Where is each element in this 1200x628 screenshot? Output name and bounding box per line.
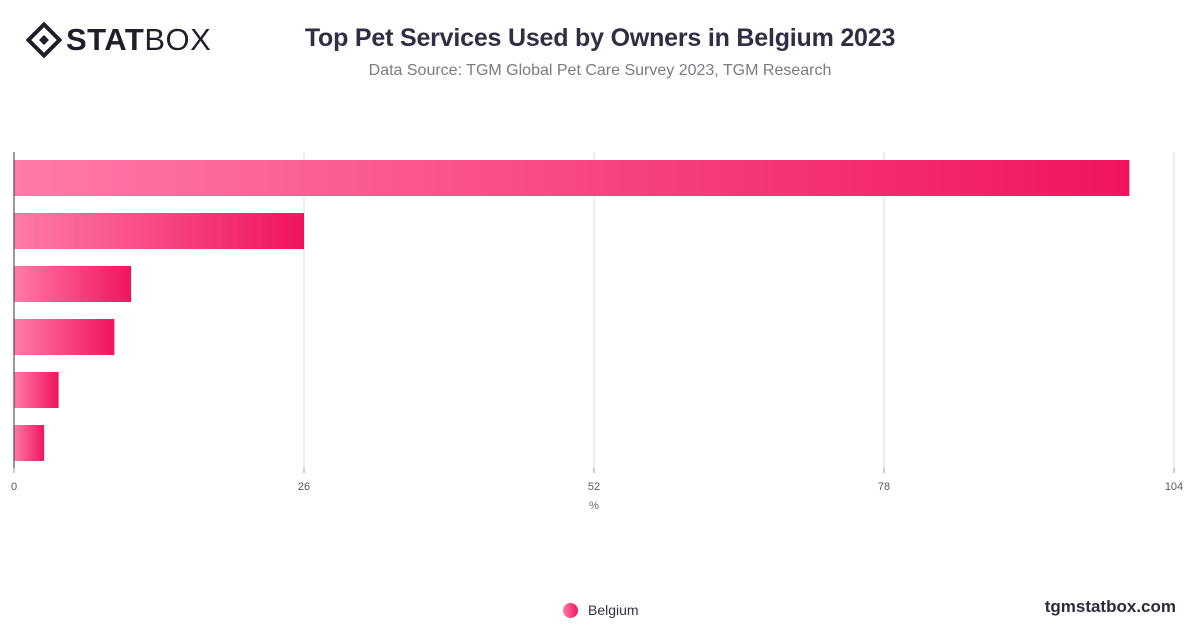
bar-6[interactable]: [14, 425, 45, 461]
x-axis-title: %: [589, 500, 599, 512]
x-tick-label: 104: [1165, 481, 1183, 493]
x-tick-label: 78: [878, 481, 890, 493]
bar-4[interactable]: [14, 319, 115, 355]
x-tick-label: 0: [11, 481, 17, 493]
logo-text-light: BOX: [144, 22, 212, 57]
bar-3[interactable]: [14, 266, 132, 302]
legend-label: Belgium: [588, 602, 639, 618]
chart-title: Top Pet Services Used by Owners in Belgi…: [304, 24, 896, 52]
logo-text-bold: STAT: [66, 22, 145, 57]
statbox-diamond-icon: [26, 22, 62, 58]
bar-5[interactable]: [14, 372, 59, 408]
bar-2[interactable]: [14, 213, 304, 249]
legend[interactable]: Belgium: [563, 602, 639, 618]
footer-site: tgmstatbox.com: [1044, 597, 1176, 616]
x-tick-label: 26: [298, 481, 310, 493]
statbox-logo: STATBOX: [26, 22, 211, 58]
bar-1[interactable]: [14, 160, 1130, 196]
chart-subtitle: Data Source: TGM Global Pet Care Survey …: [368, 62, 832, 79]
gridlines: [303, 152, 1175, 468]
x-axis-ticks: 0 26 52 78 104: [11, 468, 1183, 493]
x-tick-label: 52: [588, 481, 600, 493]
legend-marker: [563, 602, 578, 618]
bars: [14, 160, 1130, 461]
bar-chart: 0 26 52 78 104 %: [11, 152, 1183, 512]
